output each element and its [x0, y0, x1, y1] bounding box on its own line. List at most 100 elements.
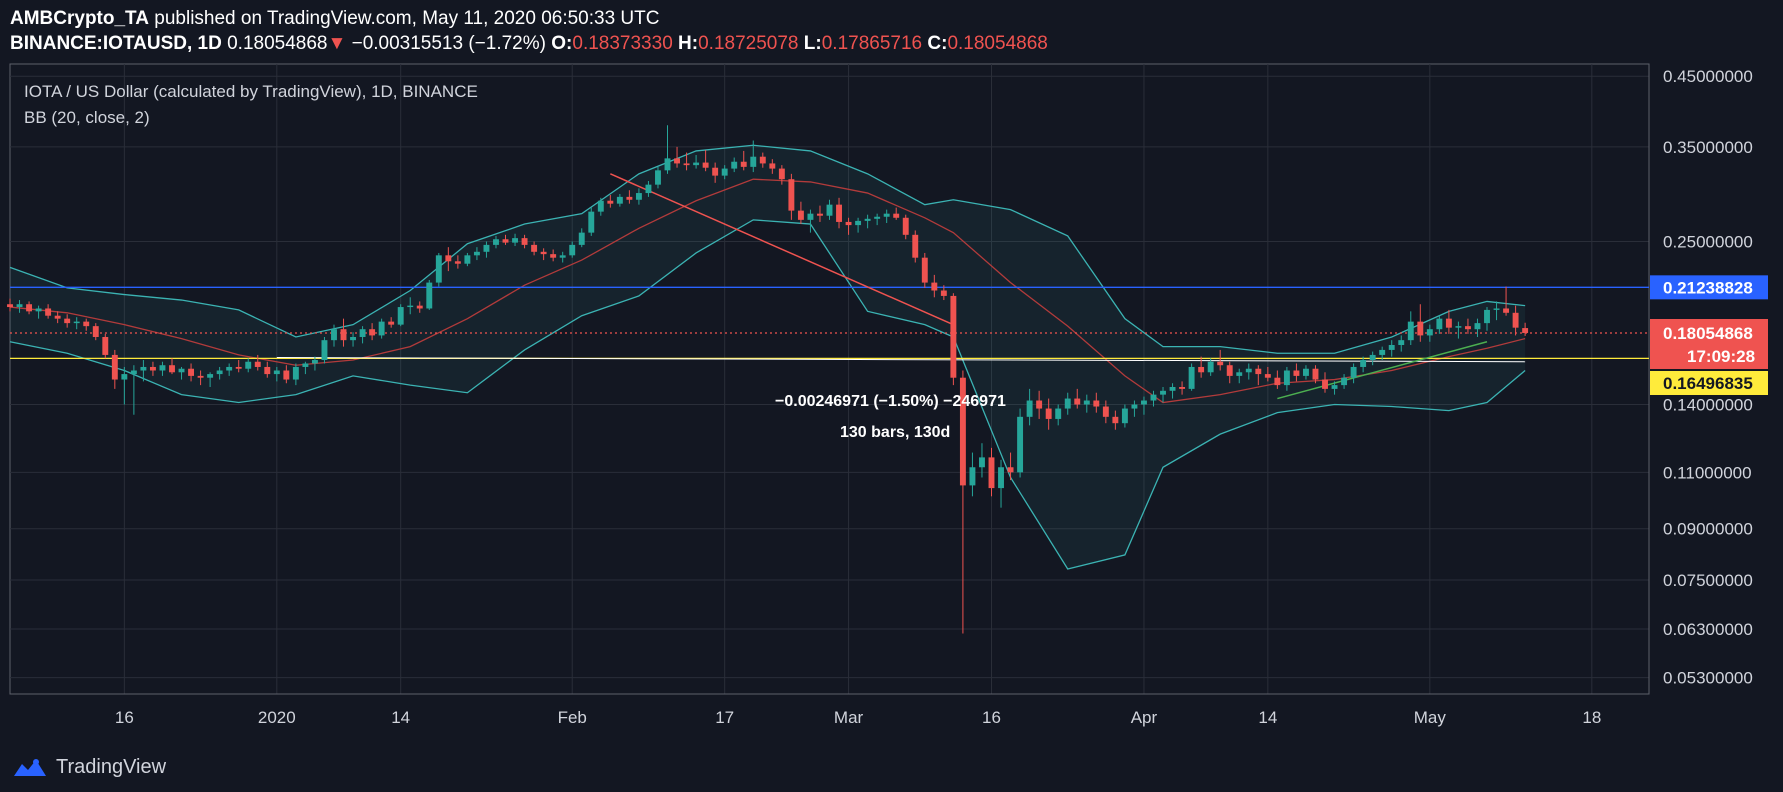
- candle-body: [1160, 390, 1166, 395]
- bollinger-basis-line: [9, 178, 1526, 404]
- blue-level-tag-bg: [1650, 275, 1768, 300]
- candle-body: [264, 366, 271, 375]
- candle-body: [245, 361, 252, 369]
- x-tick-label: May: [1414, 708, 1447, 727]
- ohlc-line: BINANCE:IOTAUSD, 1D 0.18054868▼ −0.00315…: [10, 31, 1710, 56]
- candle-body: [588, 211, 595, 233]
- price-tags: 0.21238828 0.18054868 17:09:28 0.16496835: [1650, 275, 1768, 395]
- candle-body: [140, 366, 147, 371]
- candle-body: [597, 200, 604, 212]
- candle-body: [569, 244, 576, 256]
- last-price-tag-text: 0.18054868: [1663, 324, 1753, 343]
- author-name[interactable]: AMBCrypto_TA: [10, 8, 149, 29]
- measure-line: [276, 356, 1526, 363]
- brand-name[interactable]: TradingView: [56, 755, 167, 778]
- candle-body: [521, 238, 528, 245]
- y-tick-label: 0.14000000: [1663, 396, 1753, 415]
- candle-body: [321, 340, 328, 361]
- candle-body: [721, 168, 728, 176]
- candle-body: [712, 167, 719, 176]
- y-tick-label: 0.25000000: [1663, 232, 1753, 251]
- candle-body: [1360, 360, 1367, 367]
- candle-body: [778, 168, 785, 180]
- candle-body: [35, 308, 42, 312]
- candle-body: [73, 321, 80, 324]
- candle-body: [311, 360, 318, 364]
- publish-info: published on TradingView.com, May 11, 20…: [154, 8, 660, 29]
- candle-body: [683, 163, 690, 166]
- candle-body: [693, 162, 700, 166]
- candle-body: [1255, 368, 1262, 375]
- x-tick-label: 14: [391, 708, 410, 727]
- candle-body: [1169, 386, 1176, 391]
- candle-body: [445, 255, 452, 262]
- candle-body: [988, 457, 995, 489]
- bollinger-fill: [10, 145, 1526, 569]
- candle-body: [1274, 377, 1281, 386]
- candle-body: [616, 196, 623, 204]
- candle-body: [197, 375, 204, 378]
- candle-body: [1207, 361, 1214, 373]
- candle-body: [1302, 368, 1309, 376]
- candle-body: [1436, 318, 1443, 330]
- measure-change-label: −0.00246971 (−1.50%) −246971: [775, 393, 1006, 410]
- candle-body: [26, 304, 33, 312]
- candle-body: [855, 220, 862, 226]
- x-tick-label: 16: [115, 708, 134, 727]
- candle-body: [1131, 404, 1138, 409]
- candle-body: [502, 239, 509, 243]
- y-tick-label: 0.07500000: [1663, 571, 1753, 590]
- candle-body: [16, 304, 23, 308]
- yellow-level-tag-bg: [1650, 370, 1768, 395]
- candle-body: [769, 163, 776, 169]
- candle-body: [1064, 398, 1071, 409]
- candle-body: [1312, 368, 1319, 380]
- candle-body: [817, 213, 823, 216]
- candle-body: [912, 234, 919, 258]
- close-label: C:: [927, 33, 948, 54]
- candle-body: [883, 213, 890, 217]
- candle-body: [1226, 365, 1233, 376]
- y-tick-label: 0.45000000: [1663, 67, 1753, 86]
- candle-body: [1445, 318, 1452, 328]
- candle-body: [1055, 408, 1062, 419]
- candle-body: [273, 370, 280, 375]
- indicator-legend[interactable]: BB (20, close, 2): [24, 108, 150, 127]
- candle-body: [1141, 400, 1147, 405]
- y-tick-label: 0.06300000: [1663, 620, 1753, 639]
- candle-body: [369, 329, 376, 336]
- y-tick-label: 0.05300000: [1663, 669, 1753, 688]
- candle-body: [559, 255, 566, 258]
- high-label: H:: [678, 33, 699, 54]
- candle-body: [340, 329, 347, 341]
- candle-body: [1236, 372, 1243, 376]
- candle-body: [969, 467, 976, 486]
- candle-body: [845, 221, 852, 226]
- candle-body: [302, 363, 309, 367]
- measure-bars-label: 130 bars, 130d: [840, 424, 950, 441]
- y-tick-label: 0.09000000: [1663, 520, 1753, 539]
- tradingview-logo-icon: [14, 759, 46, 776]
- candle-body: [292, 366, 299, 380]
- candle-body: [454, 261, 461, 264]
- candle-body: [1093, 400, 1100, 407]
- candle-body: [750, 156, 757, 167]
- candle-body: [1474, 323, 1481, 330]
- candle-body: [674, 158, 680, 164]
- candle-body: [1293, 370, 1300, 376]
- down-arrow-icon: ▼: [327, 33, 347, 54]
- close-value: 0.18054868: [947, 33, 1048, 54]
- horizontal-levels: [10, 286, 1649, 363]
- candle-body: [1331, 385, 1338, 389]
- candle-body: [92, 326, 99, 337]
- candle-body: [331, 329, 337, 341]
- candle-body: [1150, 394, 1157, 401]
- footer: TradingView: [12, 752, 166, 782]
- candle-body: [64, 318, 71, 324]
- candle-body: [1455, 326, 1462, 328]
- x-tick-label: Apr: [1131, 708, 1158, 727]
- candle-body: [169, 365, 175, 373]
- candle-body: [102, 336, 109, 355]
- candle-body: [1493, 308, 1500, 310]
